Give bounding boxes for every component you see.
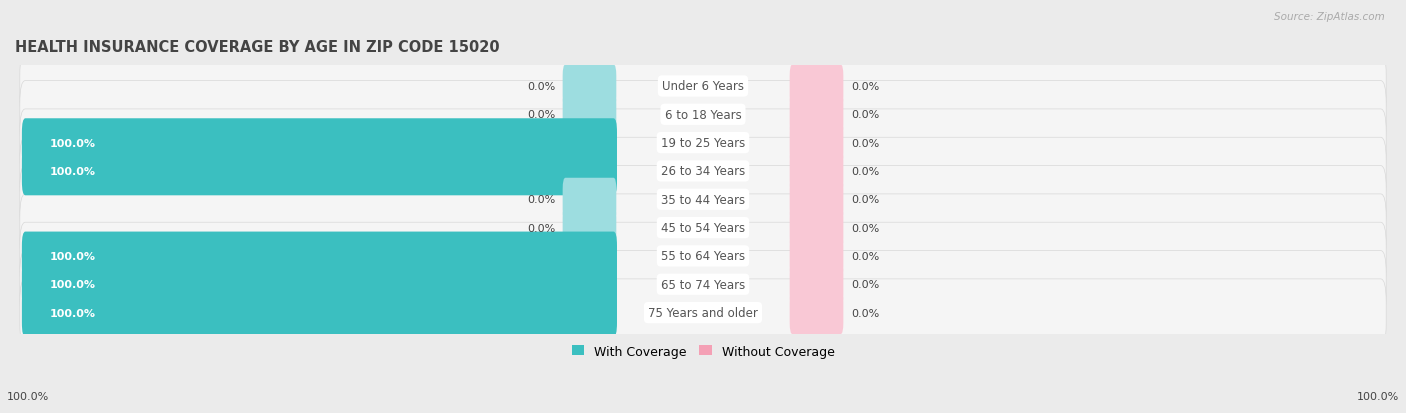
FancyBboxPatch shape <box>790 94 844 137</box>
FancyBboxPatch shape <box>20 110 1386 177</box>
Text: 75 Years and older: 75 Years and older <box>648 306 758 319</box>
Text: 100.0%: 100.0% <box>7 392 49 401</box>
Text: 0.0%: 0.0% <box>851 138 879 148</box>
FancyBboxPatch shape <box>20 223 1386 290</box>
FancyBboxPatch shape <box>562 178 616 221</box>
Text: 26 to 34 Years: 26 to 34 Years <box>661 165 745 178</box>
Text: 65 to 74 Years: 65 to 74 Years <box>661 278 745 291</box>
Text: 19 to 25 Years: 19 to 25 Years <box>661 137 745 150</box>
FancyBboxPatch shape <box>562 65 616 108</box>
Text: 0.0%: 0.0% <box>527 82 555 92</box>
FancyBboxPatch shape <box>790 206 844 249</box>
Text: 0.0%: 0.0% <box>851 308 879 318</box>
Text: 35 to 44 Years: 35 to 44 Years <box>661 193 745 206</box>
FancyBboxPatch shape <box>562 206 616 249</box>
FancyBboxPatch shape <box>790 178 844 221</box>
Text: 6 to 18 Years: 6 to 18 Years <box>665 109 741 121</box>
FancyBboxPatch shape <box>22 119 617 168</box>
FancyBboxPatch shape <box>20 53 1386 121</box>
Legend: With Coverage, Without Coverage: With Coverage, Without Coverage <box>567 340 839 363</box>
FancyBboxPatch shape <box>790 150 844 193</box>
FancyBboxPatch shape <box>790 65 844 108</box>
FancyBboxPatch shape <box>22 289 617 337</box>
Text: 45 to 54 Years: 45 to 54 Years <box>661 221 745 235</box>
Text: 0.0%: 0.0% <box>527 223 555 233</box>
Text: 0.0%: 0.0% <box>527 195 555 205</box>
Text: 100.0%: 100.0% <box>49 166 96 176</box>
FancyBboxPatch shape <box>20 251 1386 318</box>
Text: Under 6 Years: Under 6 Years <box>662 80 744 93</box>
Text: 0.0%: 0.0% <box>851 280 879 290</box>
FancyBboxPatch shape <box>790 263 844 306</box>
FancyBboxPatch shape <box>20 279 1386 347</box>
Text: Source: ZipAtlas.com: Source: ZipAtlas.com <box>1274 12 1385 22</box>
FancyBboxPatch shape <box>20 81 1386 149</box>
FancyBboxPatch shape <box>20 138 1386 205</box>
FancyBboxPatch shape <box>22 147 617 196</box>
Text: 0.0%: 0.0% <box>851 82 879 92</box>
Text: 100.0%: 100.0% <box>1357 392 1399 401</box>
FancyBboxPatch shape <box>790 122 844 165</box>
Text: 0.0%: 0.0% <box>527 110 555 120</box>
Text: 0.0%: 0.0% <box>851 223 879 233</box>
FancyBboxPatch shape <box>790 291 844 334</box>
Text: 55 to 64 Years: 55 to 64 Years <box>661 250 745 263</box>
FancyBboxPatch shape <box>20 166 1386 233</box>
Text: 0.0%: 0.0% <box>851 195 879 205</box>
FancyBboxPatch shape <box>562 94 616 137</box>
Text: 0.0%: 0.0% <box>851 166 879 176</box>
FancyBboxPatch shape <box>20 195 1386 262</box>
Text: 0.0%: 0.0% <box>851 252 879 261</box>
FancyBboxPatch shape <box>22 232 617 280</box>
Text: 100.0%: 100.0% <box>49 252 96 261</box>
Text: 100.0%: 100.0% <box>49 138 96 148</box>
Text: 0.0%: 0.0% <box>851 110 879 120</box>
FancyBboxPatch shape <box>790 235 844 278</box>
Text: 100.0%: 100.0% <box>49 280 96 290</box>
Text: 100.0%: 100.0% <box>49 308 96 318</box>
FancyBboxPatch shape <box>22 260 617 309</box>
Text: HEALTH INSURANCE COVERAGE BY AGE IN ZIP CODE 15020: HEALTH INSURANCE COVERAGE BY AGE IN ZIP … <box>15 40 499 55</box>
